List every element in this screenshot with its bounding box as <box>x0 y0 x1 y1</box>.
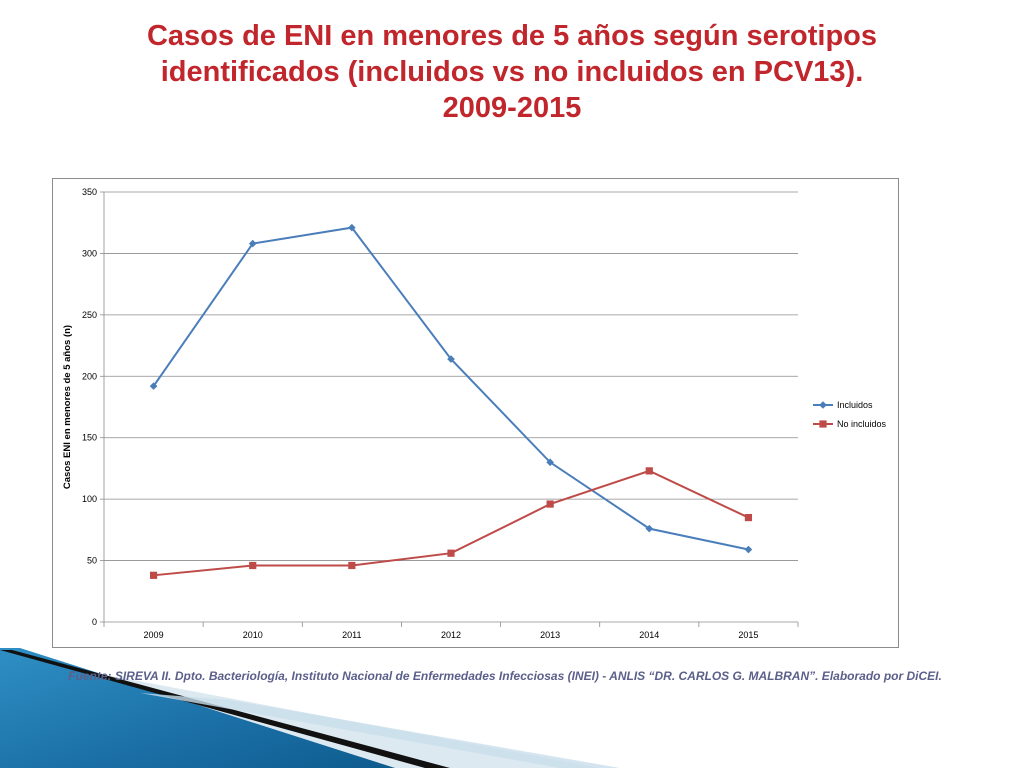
slide-title-line-2: identificados (incluidos vs no incluidos… <box>160 56 864 88</box>
legend-label-incluidos: Incluidos <box>837 400 873 410</box>
data-point-incluidos <box>447 355 455 363</box>
series-group <box>149 223 753 579</box>
data-point-no-incluidos <box>447 549 455 557</box>
data-point-incluidos <box>149 382 158 390</box>
y-tick-label: 350 <box>82 187 97 197</box>
data-point-incluidos <box>348 223 356 232</box>
chart-frame: 0 50 100 150 200 250 300 350 2009 2010 2011 2012 201… <box>52 178 899 648</box>
legend-marker-no-incluidos <box>819 420 827 428</box>
legend-marker-incluidos <box>819 401 827 409</box>
y-tick-label: 100 <box>82 494 97 504</box>
y-tick-label: 0 <box>92 617 97 627</box>
x-tick-label: 2009 <box>144 630 164 640</box>
legend-label-no-incluidos: No incluidos <box>837 419 887 429</box>
x-tick-label: 2011 <box>342 630 361 640</box>
x-tick-label: 2010 <box>243 630 263 640</box>
x-tick-label: 2013 <box>540 630 560 640</box>
legend: Incluidos No incluidos <box>813 400 887 429</box>
gridlines <box>104 191 798 561</box>
data-point-no-incluidos <box>546 500 554 508</box>
x-tick-label: 2014 <box>639 630 659 640</box>
data-point-no-incluidos <box>645 467 653 475</box>
data-point-no-incluidos <box>149 571 158 579</box>
axes: 0 50 100 150 200 250 300 350 2009 2010 2011 2012 201… <box>82 187 799 640</box>
x-tick-label: 2012 <box>441 630 461 640</box>
data-point-incluidos <box>546 458 554 467</box>
deco-light-stripe <box>140 693 620 768</box>
x-tick-label: 2015 <box>738 630 758 640</box>
line-chart: 0 50 100 150 200 250 300 350 2009 2010 2011 2012 201… <box>62 187 887 640</box>
y-tick-label: 300 <box>82 248 97 258</box>
data-point-incluidos <box>744 545 753 554</box>
data-point-no-incluidos <box>249 561 257 570</box>
y-tick-label: 150 <box>82 433 97 443</box>
source-note: Fuente: SIREVA II. Dpto. Bacteriología, … <box>68 669 942 683</box>
deco-blue-wedge <box>0 648 395 768</box>
slide-title-line-1: Casos de ENI en menores de 5 años según … <box>146 20 878 52</box>
slide-title-line-3: 2009-2015 <box>442 92 582 124</box>
y-tick-label: 50 <box>87 556 97 566</box>
y-axis-label: Casos ENI en menores de 5 años (n) <box>62 325 73 489</box>
deco-black-stroke <box>0 650 450 768</box>
data-point-no-incluidos <box>744 513 753 522</box>
y-tick-label: 250 <box>82 310 97 320</box>
slide-title: Casos de ENI en menores de 5 años según … <box>30 18 994 126</box>
data-point-no-incluidos <box>348 561 356 570</box>
data-point-incluidos <box>645 524 654 533</box>
y-tick-label: 200 <box>82 371 97 381</box>
